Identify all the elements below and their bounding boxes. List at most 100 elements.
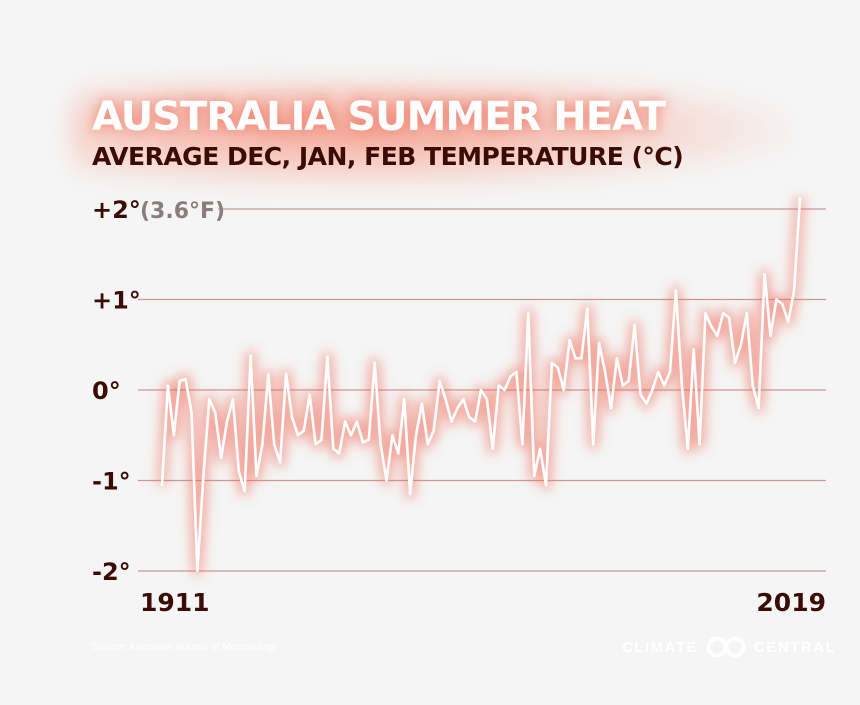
data-point	[515, 371, 518, 373]
data-point	[249, 354, 252, 357]
chart-subtitle: AVERAGE DEC, JAN, FEB TEMPERATURE (°C)	[92, 142, 684, 171]
data-point	[734, 362, 736, 364]
chart-title: AUSTRALIA SUMMER HEAT	[92, 94, 666, 140]
data-point	[745, 312, 748, 314]
data-point	[639, 393, 642, 396]
data-point	[178, 380, 181, 382]
data-point	[226, 420, 228, 423]
data-point	[237, 470, 240, 473]
x-start-label: 1911	[140, 588, 210, 617]
data-point	[716, 334, 719, 337]
data-point	[539, 447, 541, 450]
series	[157, 196, 805, 576]
data-point	[480, 389, 482, 391]
data-point	[474, 420, 476, 423]
y-tick-label: +1°	[92, 287, 141, 315]
data-point	[545, 484, 547, 486]
data-point	[751, 384, 754, 387]
data-point	[533, 475, 536, 477]
data-point	[663, 384, 665, 387]
data-point	[775, 298, 778, 301]
data-point	[568, 339, 571, 342]
data-point	[202, 475, 205, 477]
logo-right-text: CENTRAL	[754, 638, 837, 656]
data-point	[604, 371, 606, 373]
data-point	[486, 398, 488, 400]
data-point	[633, 323, 636, 326]
data-point	[421, 402, 423, 405]
climate-central-logo[interactable]: CLIMATE CENTRAL	[622, 636, 836, 658]
data-point	[651, 389, 654, 391]
data-point	[373, 362, 376, 364]
data-point	[190, 411, 193, 414]
data-point	[592, 443, 595, 446]
data-point	[308, 393, 311, 396]
data-point	[450, 420, 453, 423]
data-point	[556, 366, 559, 369]
data-point	[580, 357, 583, 360]
data-point	[799, 197, 801, 200]
logo-rings-icon	[706, 636, 746, 658]
data-point	[232, 398, 234, 400]
data-point	[456, 407, 459, 409]
data-point	[326, 355, 329, 358]
data-point	[267, 373, 270, 376]
data-point	[243, 490, 246, 493]
data-point	[669, 371, 671, 373]
data-point	[172, 434, 175, 437]
data-point	[686, 447, 689, 450]
data-point	[208, 398, 211, 400]
data-point	[769, 334, 772, 337]
data-point	[704, 312, 707, 314]
data-point	[367, 438, 370, 441]
data-point	[763, 273, 766, 276]
data-point	[432, 429, 435, 432]
data-point	[391, 434, 394, 437]
data-point	[255, 475, 258, 477]
y-axis: +2° (3.6°F) +1° 0° -1° -2°	[92, 196, 225, 586]
data-point	[787, 321, 790, 323]
data-point	[598, 342, 600, 344]
data-point	[692, 348, 695, 351]
y-tick-label: -2°	[92, 558, 131, 586]
data-point	[161, 484, 163, 486]
data-point	[562, 389, 565, 391]
data-point	[574, 357, 577, 360]
data-point	[167, 384, 169, 387]
data-point	[350, 434, 352, 437]
data-point	[610, 407, 612, 409]
data-point	[344, 420, 346, 423]
data-point	[409, 493, 411, 495]
data-point	[675, 289, 677, 292]
data-point	[616, 357, 618, 360]
data-point	[710, 325, 713, 328]
logo-left-text: CLIMATE	[622, 638, 699, 656]
data-point	[184, 378, 187, 380]
data-point	[403, 398, 406, 400]
data-point	[527, 312, 530, 314]
data-point	[397, 452, 400, 455]
data-point	[793, 289, 795, 292]
y-tick-extra-label: (3.6°F)	[140, 199, 225, 224]
x-end-label: 2019	[756, 588, 826, 617]
data-point	[468, 416, 471, 418]
data-point	[509, 375, 512, 378]
data-point	[681, 384, 683, 387]
data-point	[757, 407, 760, 409]
data-point	[645, 402, 648, 405]
data-point	[261, 443, 264, 446]
data-point	[586, 307, 589, 310]
data-point	[279, 461, 281, 464]
title-glow	[70, 80, 790, 190]
data-point	[379, 443, 382, 446]
data-point	[497, 384, 500, 387]
source-note: Source: Australian Bureau of Meteorology	[92, 642, 278, 653]
data-point	[621, 384, 624, 387]
data-point	[332, 447, 335, 450]
data-point	[385, 479, 388, 482]
y-tick-label: 0°	[92, 377, 121, 405]
data-point	[302, 429, 305, 432]
data-point	[415, 434, 417, 437]
data-point	[740, 343, 742, 346]
